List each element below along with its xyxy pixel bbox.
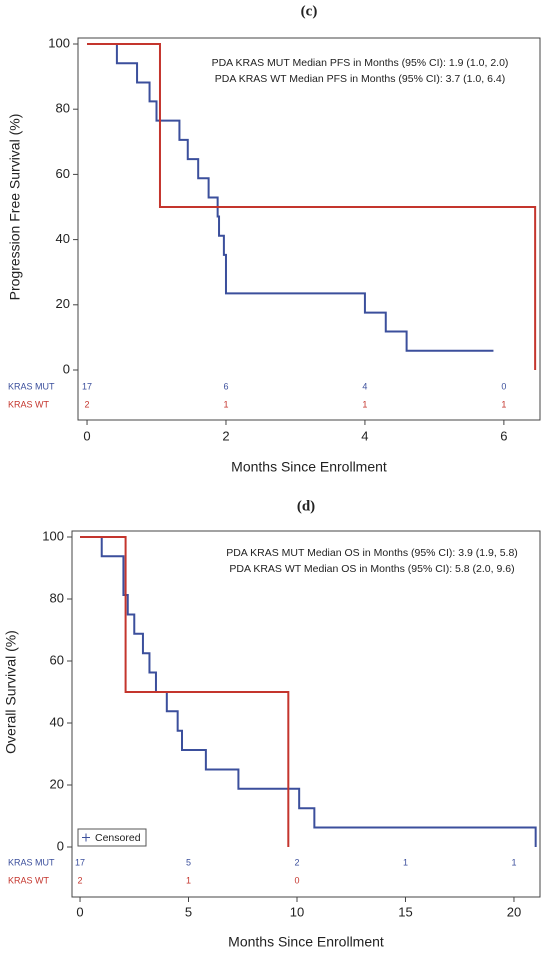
- chart-title: (c): [301, 3, 318, 19]
- x-tick-label: 0: [83, 428, 90, 443]
- risk-row-label: KRAS WT: [8, 875, 50, 885]
- at-risk-count: 4: [362, 381, 367, 391]
- at-risk-count: 1: [511, 857, 516, 867]
- x-tick-label: 10: [290, 904, 304, 919]
- at-risk-count: 2: [78, 875, 83, 885]
- annotation: PDA KRAS MUT Median PFS in Months (95% C…: [212, 57, 509, 69]
- x-tick-label: 2: [222, 428, 229, 443]
- y-tick-label: 0: [63, 361, 70, 376]
- y-tick-label: 60: [56, 166, 70, 181]
- x-axis-label: Months Since Enrollment: [228, 934, 384, 950]
- at-risk-count: 1: [186, 875, 191, 885]
- y-tick-label: 40: [56, 231, 70, 246]
- y-tick-label: 20: [50, 776, 64, 791]
- survival-curve: [80, 536, 290, 847]
- y-tick-label: 80: [56, 101, 70, 116]
- at-risk-count: 1: [403, 857, 408, 867]
- survival-curve: [87, 43, 537, 370]
- at-risk-count: 1: [362, 399, 367, 409]
- y-tick-label: 40: [50, 714, 64, 729]
- y-tick-label: 0: [57, 838, 64, 853]
- x-tick-label: 20: [507, 904, 521, 919]
- y-axis-label: Overall Survival (%): [3, 630, 19, 754]
- survival-curve: [87, 43, 494, 352]
- annotation: PDA KRAS WT Median OS in Months (95% CI)…: [229, 563, 514, 575]
- x-tick-label: 5: [185, 904, 192, 919]
- x-tick-label: 6: [500, 428, 507, 443]
- y-tick-label: 100: [48, 35, 70, 50]
- x-tick-label: 15: [398, 904, 412, 919]
- legend-label: Censored: [95, 832, 141, 844]
- risk-row-label: KRAS MUT: [8, 381, 55, 391]
- annotation: PDA KRAS WT Median PFS in Months (95% CI…: [215, 73, 505, 85]
- at-risk-count: 5: [186, 857, 191, 867]
- chart-title: (d): [297, 498, 315, 514]
- y-axis-label: Progression Free Survival (%): [7, 114, 23, 301]
- risk-row-label: KRAS MUT: [8, 857, 55, 867]
- x-axis-label: Months Since Enrollment: [231, 459, 387, 475]
- risk-row-label: KRAS WT: [8, 399, 50, 409]
- at-risk-count: 1: [223, 399, 228, 409]
- plot-frame: [77, 37, 541, 421]
- at-risk-count: 6: [223, 381, 228, 391]
- legend-box: [77, 828, 147, 847]
- at-risk-count: 0: [501, 381, 506, 391]
- x-tick-label: 4: [361, 428, 368, 443]
- y-tick-label: 80: [50, 590, 64, 605]
- x-tick-label: 0: [76, 904, 83, 919]
- at-risk-count: 17: [82, 381, 92, 391]
- y-tick-label: 60: [50, 652, 64, 667]
- at-risk-count: 1: [501, 399, 506, 409]
- annotation: PDA KRAS MUT Median OS in Months (95% CI…: [226, 547, 518, 559]
- at-risk-count: 2: [85, 399, 90, 409]
- y-tick-label: 20: [56, 296, 70, 311]
- plot-frame: [71, 530, 541, 898]
- y-tick-label: 100: [42, 528, 64, 543]
- at-risk-count: 0: [294, 875, 299, 885]
- at-risk-count: 17: [75, 857, 85, 867]
- at-risk-count: 2: [294, 857, 299, 867]
